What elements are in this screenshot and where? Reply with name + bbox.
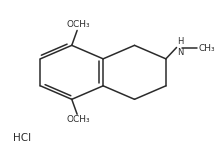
- Text: OCH₃: OCH₃: [66, 115, 90, 125]
- Text: HCl: HCl: [13, 133, 31, 143]
- Text: H: H: [177, 37, 184, 46]
- Text: CH₃: CH₃: [198, 44, 215, 53]
- Text: OCH₃: OCH₃: [66, 20, 90, 29]
- Text: N: N: [177, 48, 184, 57]
